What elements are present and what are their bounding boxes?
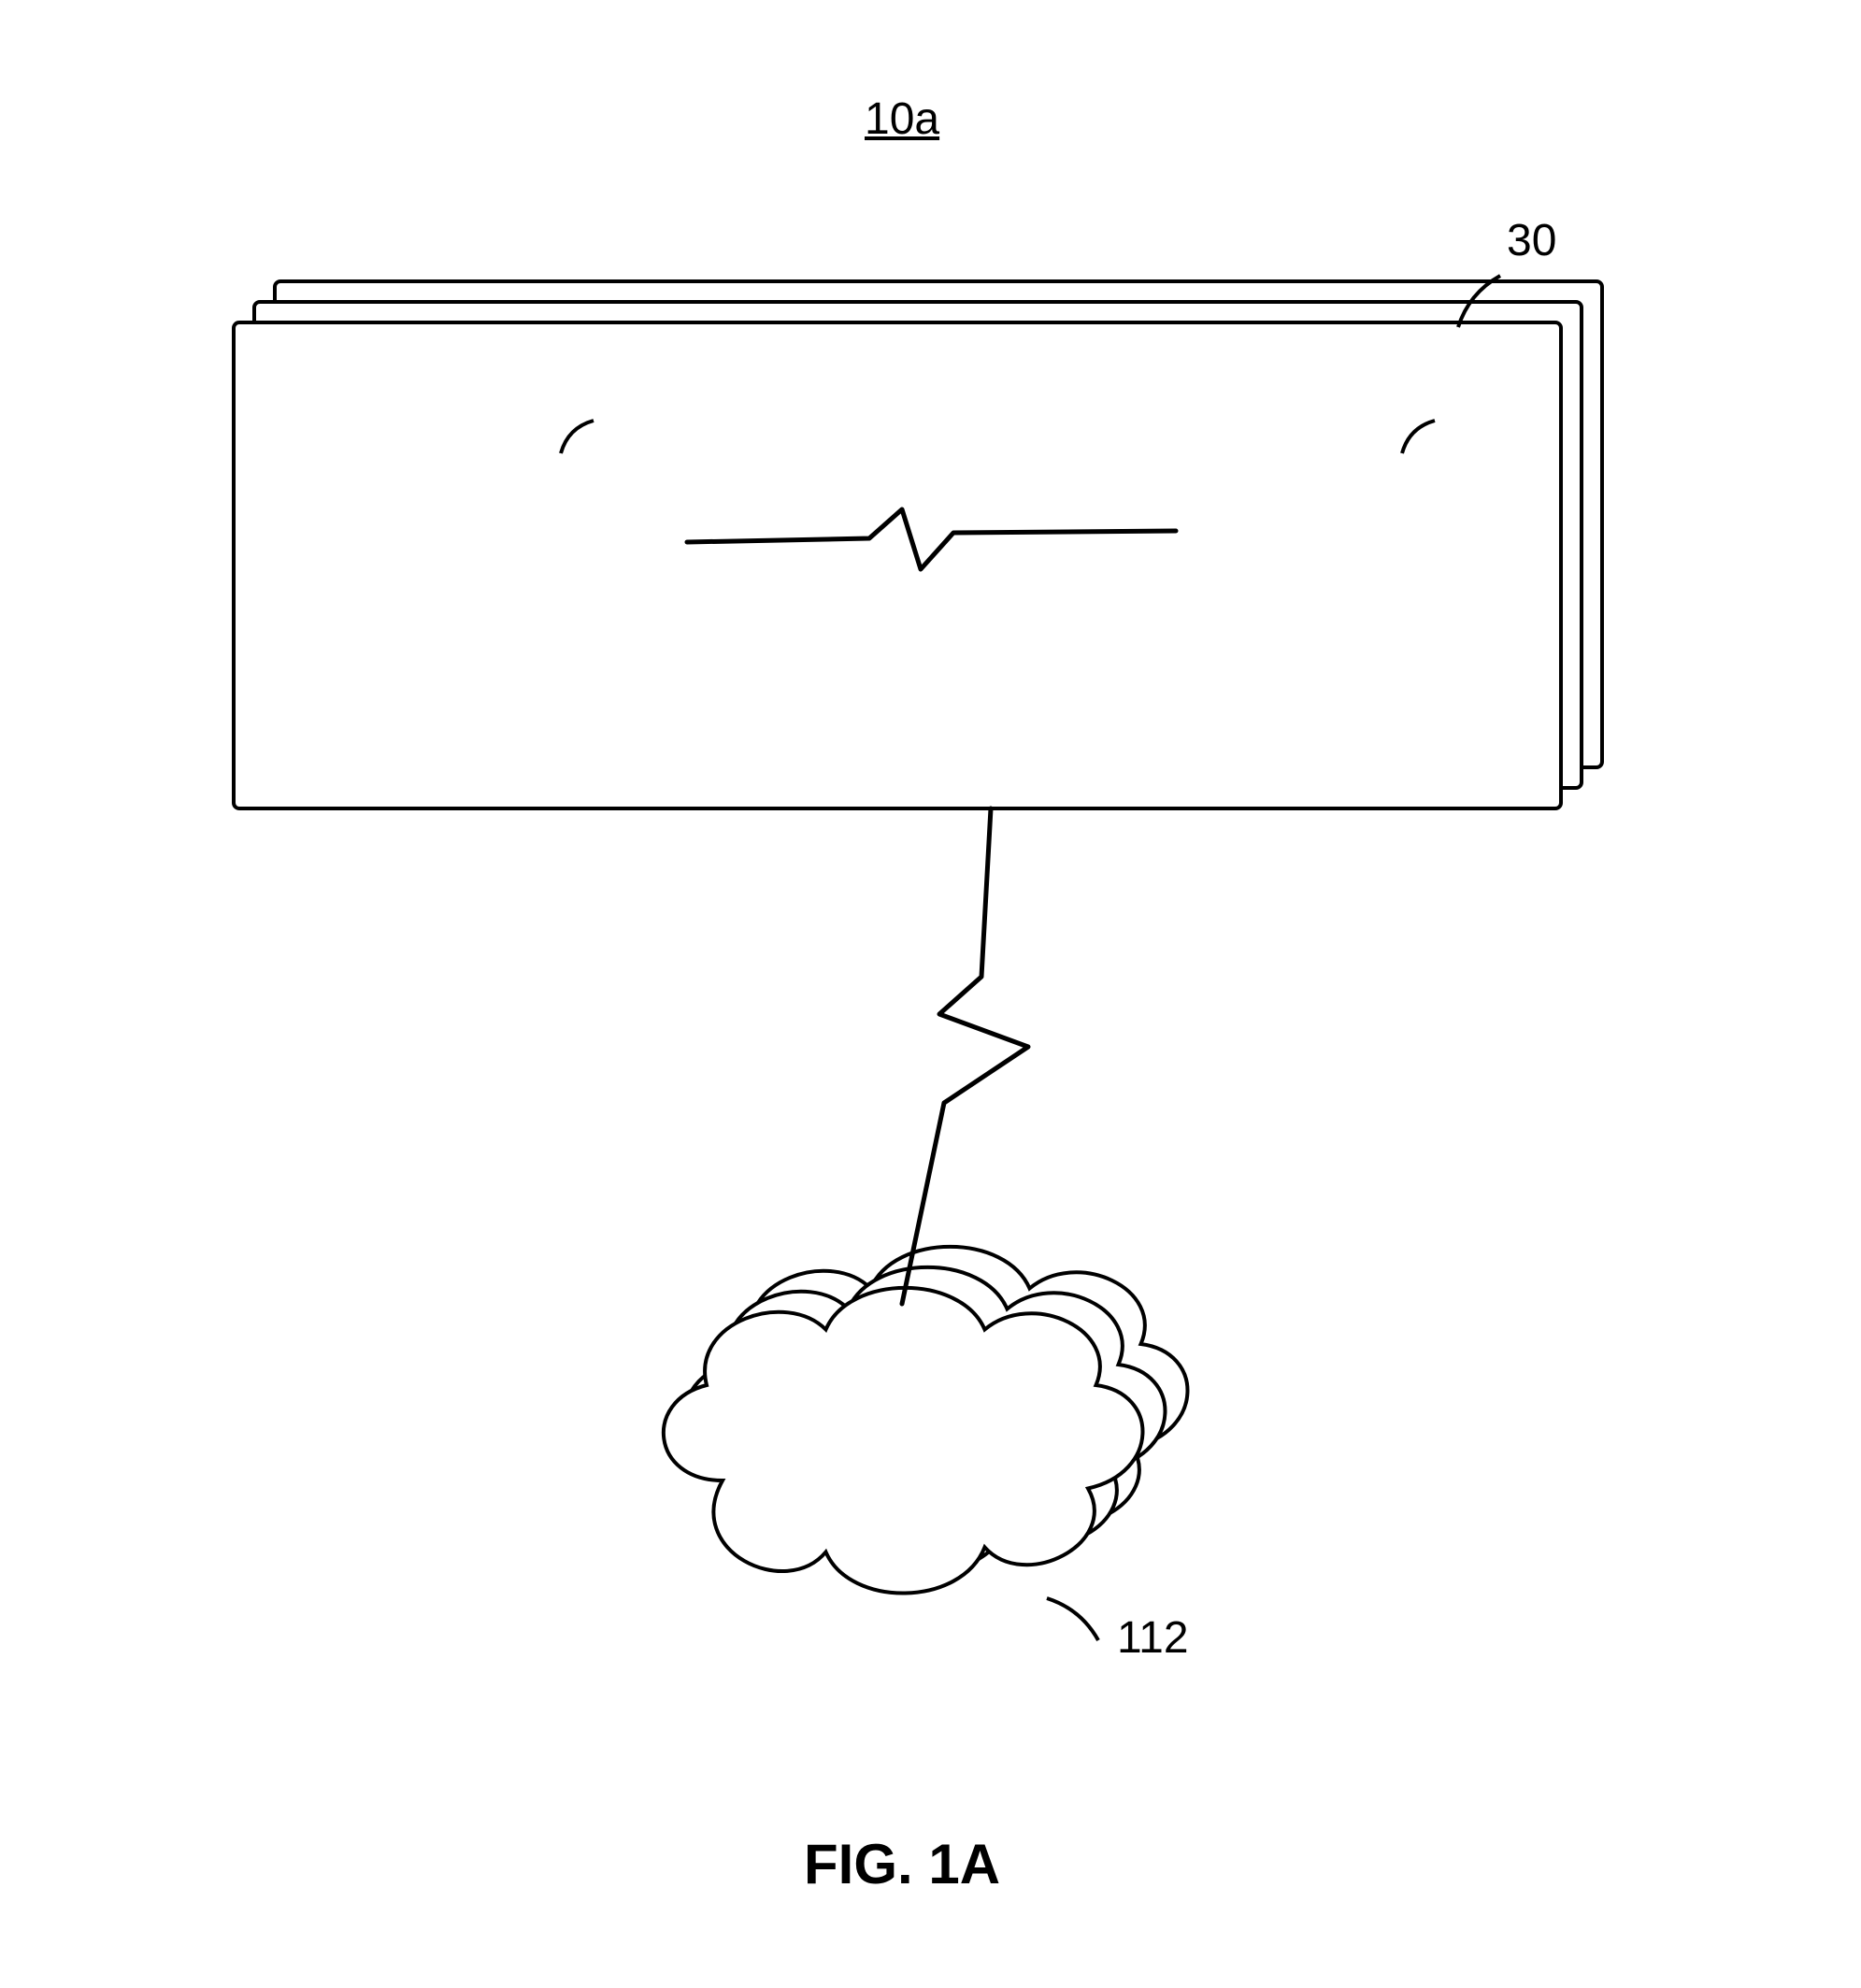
leader-line [1458, 276, 1500, 327]
consumer-ref-label: 60 [1447, 376, 1496, 427]
vehicle-ref-label: 30 [1507, 215, 1556, 266]
consumer-box: ContentConsumer(s) [1176, 449, 1484, 626]
cds-box-label: Content DeliverySystem (CDS ) [341, 484, 659, 592]
wireless-link-icon [687, 509, 1176, 569]
wireless-link-icon [902, 808, 1028, 1304]
network-label: Network [815, 1449, 973, 1499]
consumer-box-label: ContentConsumer(s) [1206, 484, 1454, 592]
network-cloud-icon [686, 1267, 1166, 1573]
network-cloud-icon [664, 1288, 1143, 1594]
network-ref-label: 112 [1117, 1612, 1189, 1664]
figure-reference: 10a [865, 93, 939, 145]
leader-line [1047, 1598, 1098, 1640]
network-cloud-icon [709, 1247, 1188, 1552]
diagram-svg [0, 0, 1861, 1988]
vehicle-title: Vehicle(s) [796, 346, 994, 397]
cds-ref-label: 40 [606, 376, 655, 427]
cds-box: Content DeliverySystem (CDS ) [318, 449, 682, 626]
figure-caption: FIG. 1A [804, 1832, 1000, 1896]
